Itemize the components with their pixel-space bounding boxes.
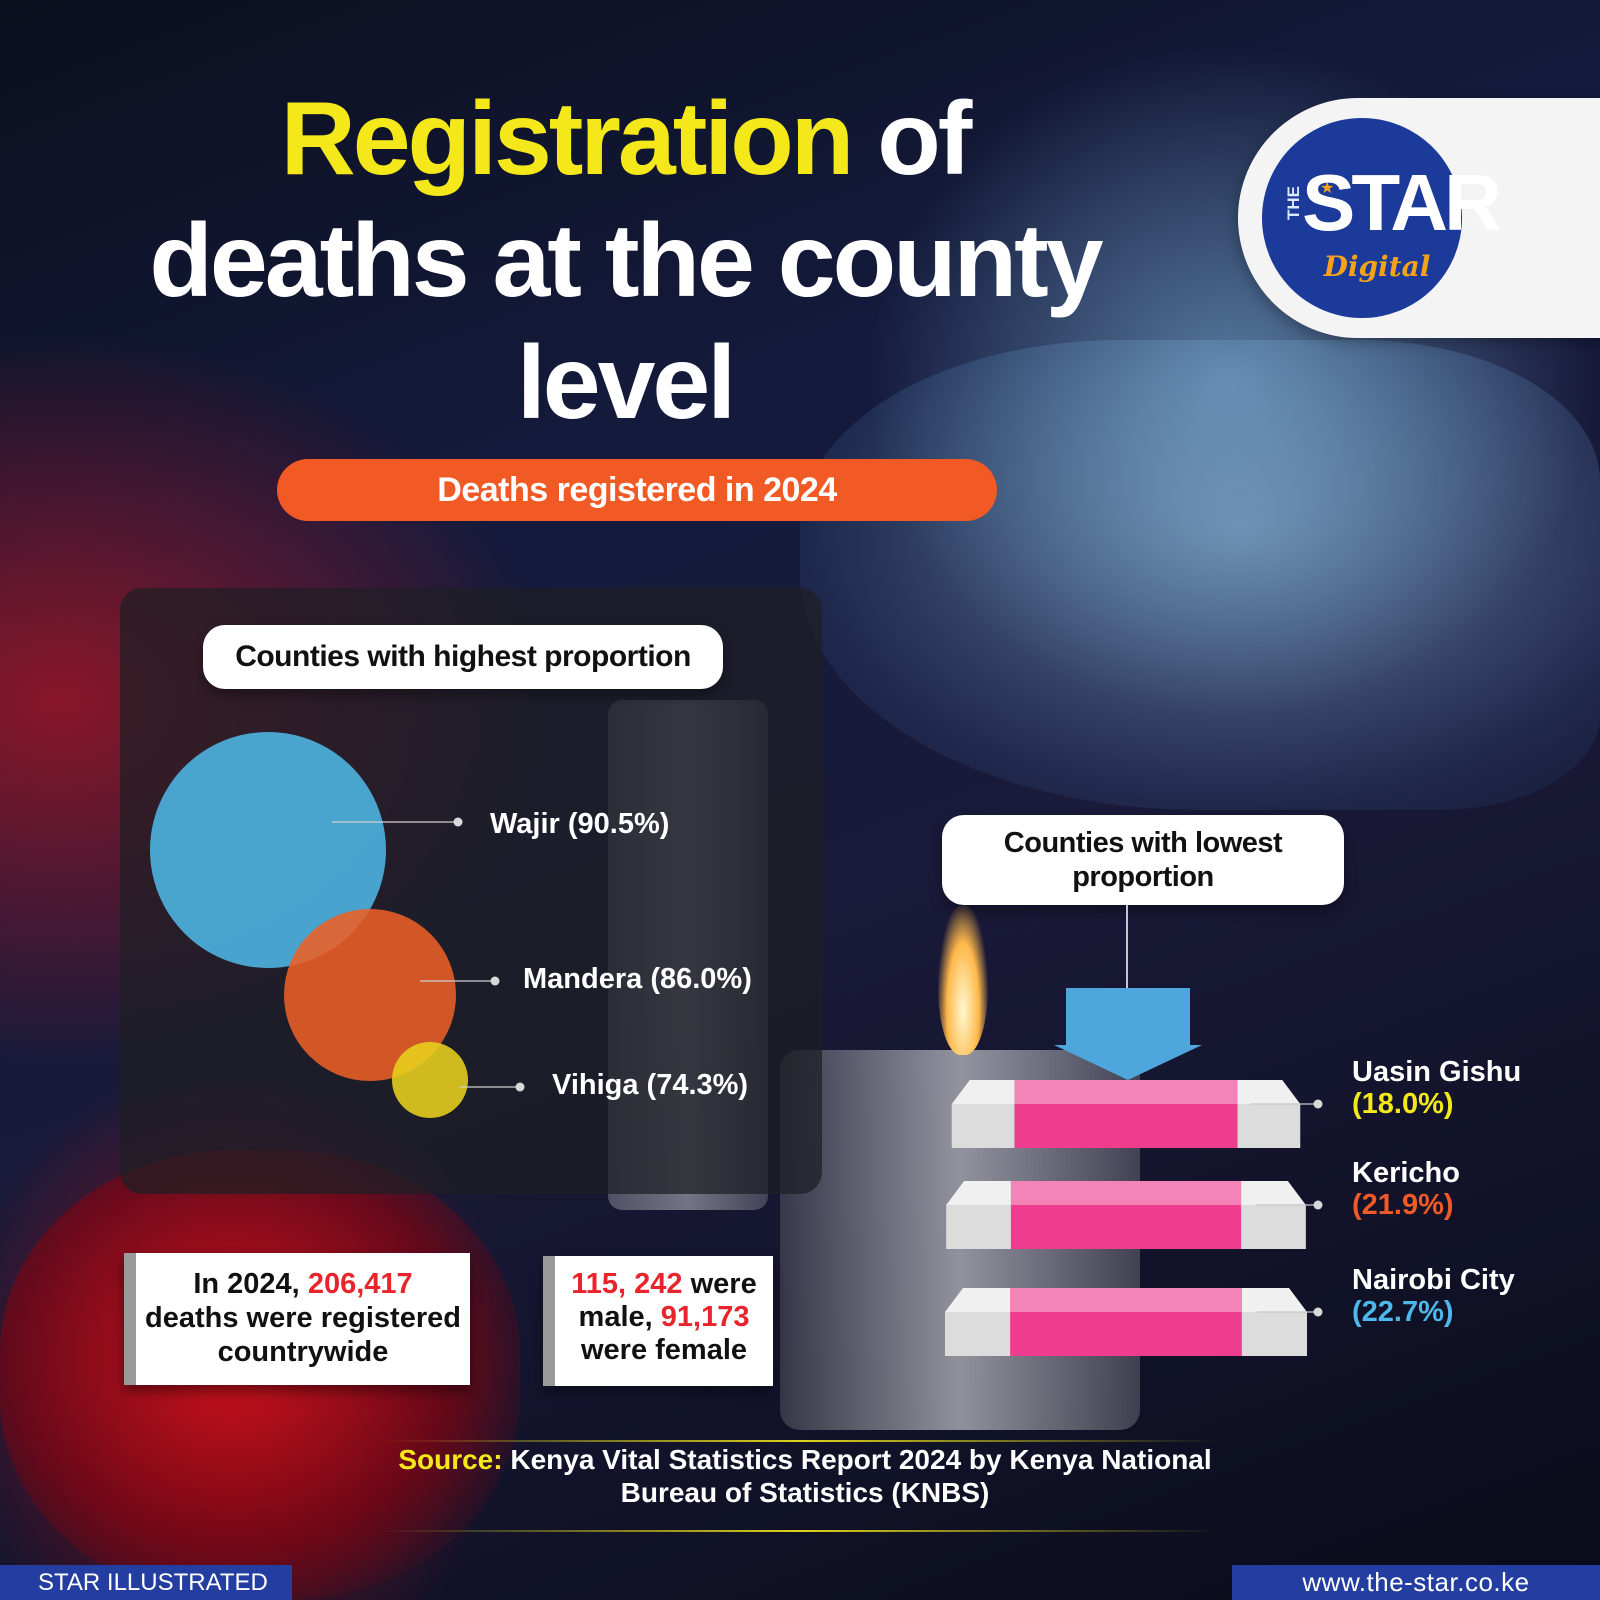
page-title: Registration of deaths at the county lev…: [0, 78, 1250, 444]
bar-category-uasin-gishu: Uasin Gishu: [1352, 1056, 1521, 1088]
bubble-chart: Wajir (90.5%) Mandera (86.0%) Vihiga (74.3…: [150, 732, 752, 1118]
bar-leader-dot: [1313, 1200, 1323, 1210]
bar-category-nairobi-city: Nairobi City: [1352, 1264, 1515, 1296]
subtitle-pill: Deaths registered in 2024: [277, 459, 997, 521]
source-line1: Kenya Vital Statistics Report 2024 by Ke…: [502, 1444, 1212, 1475]
bubble-label-wajir: Wajir (90.5%): [490, 808, 669, 840]
male-post-text: were: [682, 1268, 757, 1300]
logo-star-dot-icon: ★: [1320, 180, 1335, 197]
bar-value-kericho: (21.9%): [1352, 1189, 1454, 1221]
lowest-label-line1: Counties with lowest: [1003, 827, 1283, 859]
bar-highlight-nairobi-city: [1010, 1288, 1242, 1312]
bar-value-uasin-gishu: (18.0%): [1352, 1088, 1454, 1120]
bar-leader-dot: [1313, 1099, 1323, 1109]
lowest-label-line2: proportion: [1072, 861, 1214, 893]
total-post-text1: deaths were registered: [145, 1302, 461, 1334]
male-word-text: male,: [578, 1301, 661, 1333]
footer-website-link[interactable]: www.the-star.co.ke: [1232, 1565, 1600, 1600]
bar-chart: Uasin Gishu(18.0%) Kericho(21.9%) Nairobi …: [945, 1056, 1521, 1356]
title-line1-rest: of: [851, 81, 972, 197]
lowest-proportion-label: Counties with lowest proportion: [942, 815, 1344, 905]
source-top-rule: [380, 1440, 1220, 1442]
bubble-label-vihiga: Vihiga (74.3%): [552, 1069, 748, 1101]
total-deaths-value: 206,417: [307, 1268, 413, 1300]
sex-breakdown-card: 115, 242 were male, 91,173 were female: [543, 1256, 773, 1386]
bar-value-nairobi-city: (22.7%): [1352, 1296, 1454, 1328]
bar-highlight-kericho: [1010, 1181, 1242, 1205]
female-post-text: were female: [580, 1334, 748, 1366]
source-bottom-rule: [380, 1530, 1220, 1532]
title-line2: deaths at the county: [149, 203, 1103, 319]
bubble-leader-dot: [490, 976, 500, 986]
logo-digital-text: Digital: [1323, 250, 1431, 283]
bar-highlight-uasin-gishu: [1014, 1080, 1238, 1104]
title-line3: level: [516, 325, 736, 441]
bubble-mandera: [284, 909, 456, 1081]
bar-category-kericho: Kericho: [1352, 1157, 1460, 1189]
total-post-text2: countrywide: [217, 1336, 389, 1368]
bubble-label-mandera: Mandera (86.0%): [523, 963, 752, 995]
male-value: 115, 242: [571, 1268, 683, 1300]
logo-circle: THE ★ STAR Digital: [1262, 118, 1502, 318]
source-line2: Bureau of Statistics (KNBS): [620, 1477, 990, 1508]
footer-credit: STAR ILLUSTRATED: [0, 1565, 292, 1600]
highest-proportion-label: Counties with highest proportion: [203, 625, 723, 689]
bubble-leader-dot: [515, 1082, 525, 1092]
star-digital-logo: THE ★ STAR Digital: [1238, 98, 1600, 338]
bubble-vihiga: [392, 1042, 468, 1118]
source-key: Source:: [398, 1444, 503, 1475]
total-pre-text: In 2024,: [193, 1268, 308, 1300]
title-highlight: Registration: [280, 81, 855, 197]
bubble-wajir: [150, 732, 386, 968]
down-arrow-icon: [1054, 988, 1202, 1080]
source-note: Source: Kenya Vital Statistics Report 20…: [380, 1443, 1230, 1509]
female-value: 91,173: [660, 1301, 750, 1333]
bar-leader-dot: [1313, 1307, 1323, 1317]
total-deaths-card: In 2024, 206,417 deaths were registered …: [124, 1253, 470, 1385]
bubble-leader-dot: [453, 817, 463, 827]
